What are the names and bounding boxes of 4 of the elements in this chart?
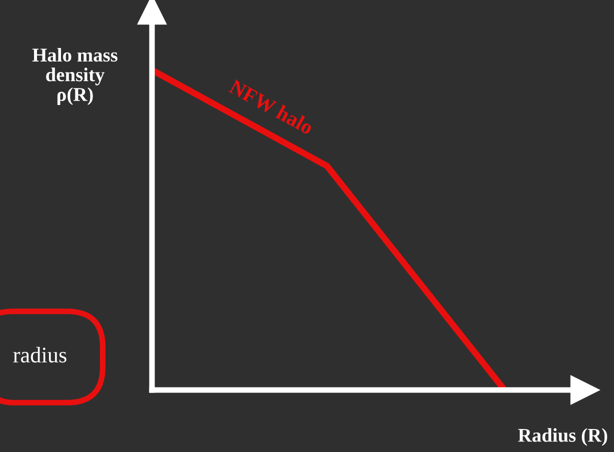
text: radius bbox=[13, 346, 66, 363]
y-axis-title: Halo mass density ρ(R) bbox=[32, 48, 118, 106]
x-axis-title: Radius (R) bbox=[518, 428, 608, 446]
text: NFW halo bbox=[228, 78, 315, 136]
